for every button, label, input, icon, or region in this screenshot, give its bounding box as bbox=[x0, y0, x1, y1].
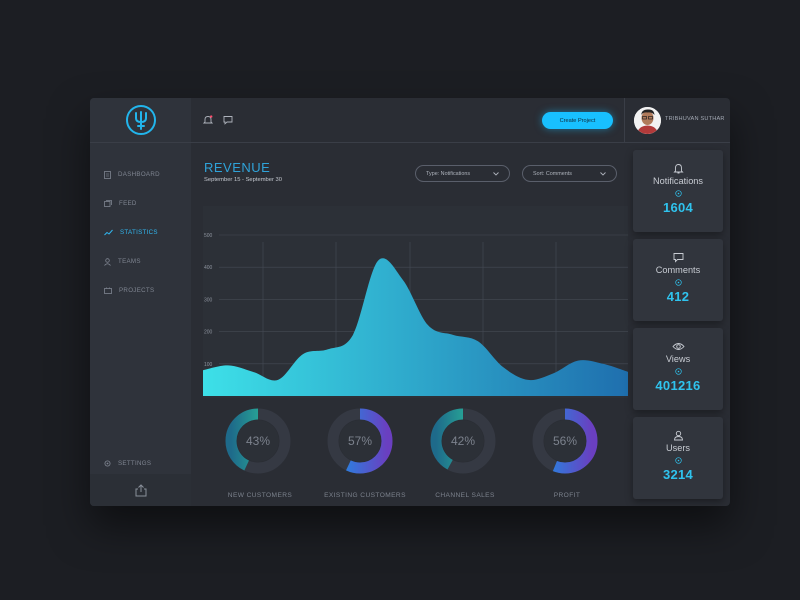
donut-label: PROFIT bbox=[553, 492, 581, 499]
donut-chart: 57% bbox=[327, 408, 393, 474]
y-tick-label: 200 bbox=[204, 330, 213, 336]
info-circle-icon bbox=[674, 368, 682, 375]
stat-label: Notifications bbox=[652, 176, 704, 186]
y-tick-label: 100 bbox=[204, 362, 213, 368]
donut-profit[interactable]: 56% bbox=[530, 406, 600, 476]
donut-percent: 57% bbox=[348, 434, 372, 448]
share-icon bbox=[135, 483, 146, 496]
donut-slice bbox=[225, 408, 291, 474]
y-tick-label: 500 bbox=[204, 233, 213, 239]
chevron-down-icon bbox=[493, 171, 499, 176]
donut-hole bbox=[237, 420, 279, 462]
donut-new-customers[interactable]: 43% bbox=[223, 406, 293, 476]
bell-icon bbox=[672, 164, 684, 174]
user-icon bbox=[673, 430, 683, 441]
stat-label: Views bbox=[665, 354, 691, 364]
sidebar-item-dashboard[interactable]: DASHBOARD bbox=[90, 160, 191, 189]
sidebar-item-feed[interactable]: FEED bbox=[90, 189, 191, 218]
statistics-icon bbox=[104, 229, 113, 236]
stat-card-comments[interactable]: Comments 412 bbox=[633, 239, 723, 321]
donut-percent: 42% bbox=[451, 434, 475, 448]
projects-icon bbox=[104, 287, 112, 294]
stat-label: Users bbox=[666, 443, 690, 453]
sidebar-nav: DASHBOARD FEED STATISTICS TEAMS PROJECTS bbox=[90, 160, 191, 305]
y-tick-label: 400 bbox=[204, 265, 213, 271]
stat-card-users[interactable]: Users 3214 bbox=[633, 417, 723, 499]
sidebar-item-label: TEAMS bbox=[118, 258, 141, 265]
date-range: September 15 - September 30 bbox=[204, 177, 282, 183]
donut-slice bbox=[532, 408, 598, 474]
sidebar-item-projects[interactable]: PROJECTS bbox=[90, 276, 191, 305]
bell-notification-icon[interactable] bbox=[203, 115, 213, 125]
sidebar-item-label: STATISTICS bbox=[120, 229, 158, 236]
info-circle-icon bbox=[674, 279, 682, 286]
sidebar-item-label: FEED bbox=[119, 200, 137, 207]
teams-icon bbox=[104, 257, 111, 266]
user-name[interactable]: TRIBHUVAN SUTHAR bbox=[665, 116, 725, 122]
sidebar-item-teams[interactable]: TEAMS bbox=[90, 247, 191, 276]
donut-label: EXISTING CUSTOMERS bbox=[324, 492, 406, 499]
chat-icon[interactable] bbox=[223, 115, 233, 125]
type-dropdown[interactable]: Type: Notifications bbox=[415, 165, 510, 182]
avatar[interactable] bbox=[634, 107, 661, 134]
stat-card-notifications[interactable]: Notifications 1604 bbox=[633, 150, 723, 232]
stat-value: 412 bbox=[666, 289, 690, 304]
donut-chart: 56% bbox=[532, 408, 598, 474]
avatar-portrait-icon bbox=[634, 107, 661, 134]
divider bbox=[624, 98, 625, 143]
sidebar-item-statistics[interactable]: STATISTICS bbox=[90, 218, 191, 247]
trident-logo-icon[interactable] bbox=[125, 104, 157, 136]
donut-hole bbox=[544, 420, 586, 462]
create-project-button[interactable]: Create Project bbox=[542, 112, 613, 129]
donut-slice bbox=[430, 408, 496, 474]
info-circle-icon bbox=[674, 457, 682, 464]
sort-dropdown[interactable]: Sort: Comments bbox=[522, 165, 617, 182]
revenue-chart: 100 200 300 400 500 bbox=[203, 206, 628, 398]
settings-label: SETTINGS bbox=[118, 459, 152, 467]
y-tick-label: 300 bbox=[204, 297, 213, 303]
stat-card-views[interactable]: Views 401216 bbox=[633, 328, 723, 410]
donut-chart: 43% bbox=[225, 408, 291, 474]
dashboard-icon bbox=[104, 170, 111, 179]
gear-icon bbox=[104, 460, 111, 466]
sidebar-item-label: PROJECTS bbox=[119, 287, 155, 294]
stat-value: 3214 bbox=[662, 467, 694, 482]
revenue-title: REVENUE bbox=[204, 160, 271, 175]
sidebar-item-label: DASHBOARD bbox=[118, 171, 160, 178]
stat-value: 1604 bbox=[662, 200, 694, 215]
donut-hole bbox=[442, 420, 484, 462]
sidebar: DASHBOARD FEED STATISTICS TEAMS PROJECTS… bbox=[90, 98, 191, 506]
info-circle-icon bbox=[674, 190, 682, 197]
donut-existing-customers[interactable]: 57% bbox=[325, 406, 395, 476]
feed-icon bbox=[104, 200, 112, 207]
stat-label: Comments bbox=[655, 265, 701, 275]
logo-area bbox=[90, 98, 191, 143]
donut-hole bbox=[339, 420, 381, 462]
comment-icon bbox=[673, 253, 683, 263]
top-bar: Create Project TRIBHUVAN SUTHAR bbox=[191, 98, 730, 143]
donut-label: NEW CUSTOMERS bbox=[227, 492, 293, 499]
donut-percent: 56% bbox=[553, 434, 577, 448]
donut-slice bbox=[327, 408, 393, 474]
donut-chart: 42% bbox=[430, 408, 496, 474]
stat-value: 401216 bbox=[655, 378, 701, 393]
sort-dropdown-value: Sort: Comments bbox=[533, 170, 572, 177]
share-button[interactable] bbox=[90, 474, 191, 506]
donut-channel-sales[interactable]: 42% bbox=[428, 406, 498, 476]
app-window: DASHBOARD FEED STATISTICS TEAMS PROJECTS… bbox=[90, 98, 730, 506]
revenue-area-series bbox=[203, 258, 628, 396]
type-dropdown-value: Type: Notifications bbox=[426, 170, 471, 177]
chevron-down-icon bbox=[600, 171, 606, 176]
donut-label: CHANNEL SALES bbox=[435, 492, 495, 499]
eye-icon bbox=[671, 343, 685, 350]
donut-percent: 43% bbox=[246, 434, 270, 448]
sidebar-item-settings[interactable]: SETTINGS bbox=[90, 454, 191, 472]
